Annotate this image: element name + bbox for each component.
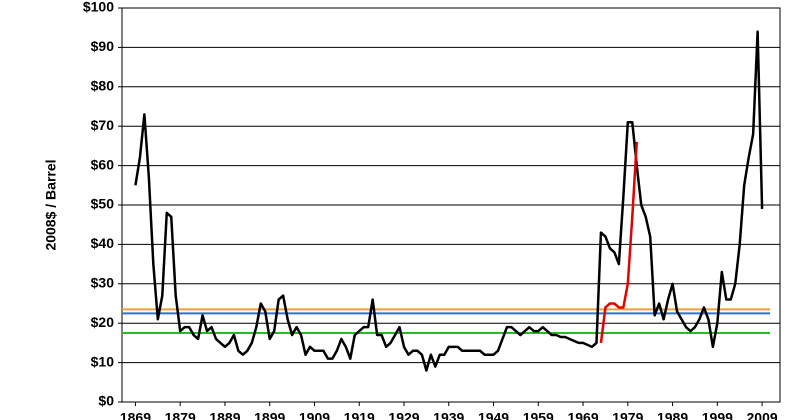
plot-frame (121, 7, 781, 403)
x-tick-label: 1869 (120, 410, 151, 420)
x-tick-label: 1999 (702, 410, 733, 420)
x-tick-label: 1959 (523, 410, 554, 420)
series-line (599, 141, 639, 344)
y-tick-label: $90 (91, 38, 115, 54)
x-tick-label: 1949 (478, 410, 509, 420)
y-tick-label: $80 (91, 78, 115, 94)
x-tick-label: 1979 (612, 410, 643, 420)
x-tick-label: 1879 (165, 410, 196, 420)
y-tick-label: $20 (91, 314, 115, 330)
x-tick-label: 1929 (388, 410, 419, 420)
y-axis-label: 2008$ / Barrel (43, 159, 59, 250)
y-tick-label: $10 (91, 353, 115, 369)
x-tick-label: 1899 (254, 410, 285, 420)
y-tick-label: $40 (91, 235, 115, 251)
x-tick-label: 1909 (299, 410, 330, 420)
y-tick-label: $60 (91, 156, 115, 172)
y-tick-label: $50 (91, 196, 115, 212)
x-tick-label: 1919 (344, 410, 375, 420)
y-tick-label: $100 (83, 0, 114, 15)
series-line (134, 30, 764, 372)
x-tick-label: 1889 (209, 410, 240, 420)
x-tick-label: 2009 (747, 410, 778, 420)
y-tick-label: $30 (91, 275, 115, 291)
y-tick-label: $70 (91, 117, 115, 133)
x-tick-label: 1939 (433, 410, 464, 420)
x-tick-label: 1989 (657, 410, 688, 420)
y-tick-label: $0 (98, 393, 114, 409)
x-tick-label: 1969 (567, 410, 598, 420)
